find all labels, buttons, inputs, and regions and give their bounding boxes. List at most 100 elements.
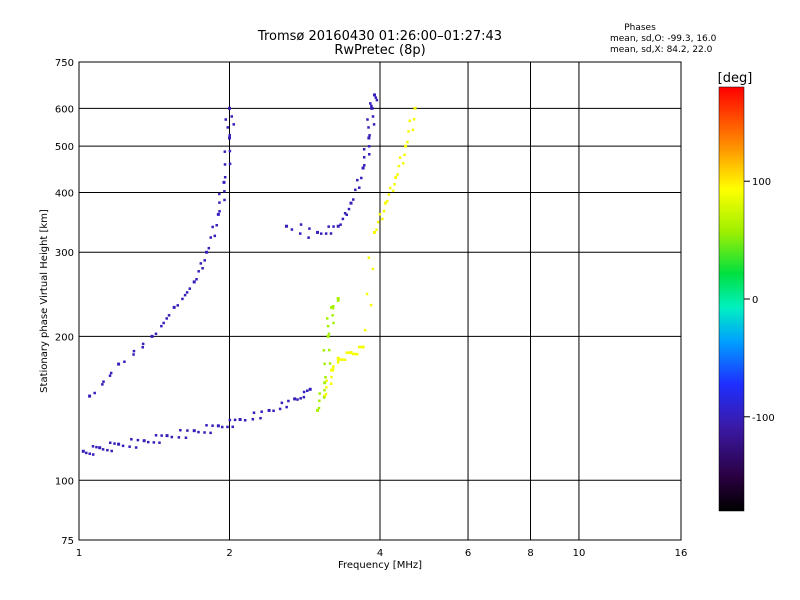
data-point [158, 441, 161, 444]
data-point [408, 119, 411, 123]
data-point [371, 107, 374, 110]
data-point [213, 234, 217, 238]
data-point [370, 104, 373, 108]
data-point [228, 136, 231, 140]
colorbar-tick-label: 0 [752, 295, 758, 306]
data-point [142, 439, 146, 443]
data-point [252, 411, 256, 414]
data-point [88, 452, 91, 455]
data-point [223, 175, 227, 179]
data-point [341, 217, 345, 221]
data-point [93, 391, 96, 395]
data-point [226, 126, 229, 129]
data-point [356, 352, 359, 356]
data-point [302, 395, 306, 399]
x-tick-label: 4 [377, 548, 383, 559]
data-point [360, 345, 363, 349]
data-point [323, 394, 327, 398]
data-point [358, 186, 361, 189]
data-point [218, 210, 221, 213]
data-point [167, 314, 171, 317]
data-point [184, 436, 188, 439]
data-point [360, 176, 363, 180]
data-point [186, 429, 189, 432]
data-point [199, 262, 203, 265]
data-point [209, 431, 212, 435]
data-point [318, 392, 321, 395]
data-point [413, 106, 417, 110]
data-point [332, 365, 335, 368]
data-point [345, 351, 348, 354]
data-point [386, 199, 389, 203]
data-point [396, 173, 399, 176]
data-point [205, 424, 208, 427]
data-point [197, 270, 200, 273]
data-point [222, 180, 226, 184]
data-point [121, 444, 125, 448]
y-tick-labels: 75 100 200 300 400 500 600 750 [55, 58, 74, 547]
data-point [391, 189, 395, 193]
data-point [172, 305, 176, 309]
data-point [356, 178, 359, 182]
data-point [95, 445, 98, 449]
data-point [98, 446, 102, 450]
data-point [231, 425, 234, 429]
x-tick-label: 2 [226, 548, 232, 559]
data-point [406, 140, 409, 144]
y-axis-label: Stationary phase Virtual Height [km] [39, 209, 50, 393]
data-point [376, 220, 380, 224]
data-point [336, 356, 340, 360]
data-point [287, 399, 290, 403]
data-point [332, 305, 335, 308]
data-point [363, 328, 367, 332]
data-point [176, 304, 179, 307]
data-point [203, 259, 206, 262]
data-point [354, 352, 357, 356]
data-point [403, 153, 406, 157]
data-point [203, 431, 206, 434]
data-point [339, 358, 342, 361]
data-point [211, 225, 214, 229]
data-point [205, 250, 209, 254]
data-point [366, 118, 369, 121]
data-point [341, 358, 345, 361]
data-point [216, 212, 220, 216]
y-tick-label: 500 [55, 142, 74, 153]
data-point [378, 213, 382, 216]
data-point [316, 230, 320, 234]
data-point [209, 236, 212, 239]
data-point [228, 418, 232, 422]
data-point [188, 287, 192, 290]
data-points [81, 93, 417, 456]
data-point [407, 130, 410, 133]
data-point [371, 267, 375, 271]
x-tick-label: 8 [527, 548, 533, 559]
data-point [368, 153, 371, 156]
data-point [361, 166, 365, 170]
data-point [141, 346, 144, 349]
data-point [394, 175, 398, 179]
data-point [197, 430, 200, 434]
data-point [223, 150, 227, 153]
data-point [284, 224, 288, 228]
data-point [102, 380, 105, 383]
data-point [223, 190, 226, 193]
colorbar-label: [deg] [718, 71, 753, 86]
data-point [223, 163, 227, 166]
data-point [285, 405, 288, 409]
data-point [211, 424, 214, 427]
data-point [192, 429, 196, 433]
data-point [367, 256, 371, 260]
data-point [299, 397, 302, 400]
data-point [207, 246, 211, 250]
data-point [109, 371, 113, 375]
data-point [160, 434, 163, 437]
data-point [308, 387, 312, 391]
colorbar-tick-label: -100 [752, 413, 775, 424]
data-point [150, 334, 154, 338]
data-point [101, 383, 104, 386]
data-point [404, 144, 408, 148]
data-point [330, 305, 334, 309]
data-point [326, 334, 330, 338]
data-point [330, 375, 333, 379]
